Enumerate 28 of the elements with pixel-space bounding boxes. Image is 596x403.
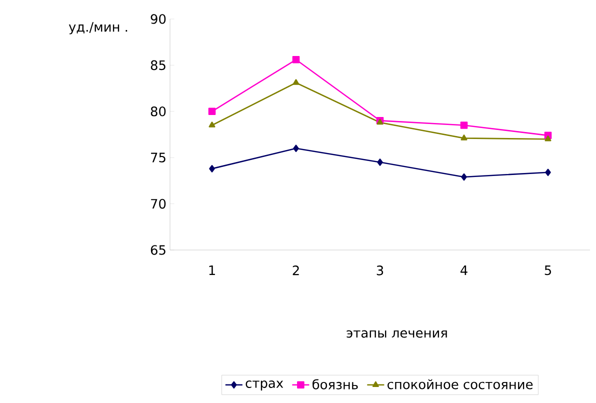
point (293, 144, 299, 152)
y-axis-title: уд./мин . (68, 22, 128, 34)
point (544, 135, 552, 142)
point (208, 108, 216, 116)
x-tick-label: 2 (292, 266, 299, 276)
x-tick-label: 5 (544, 266, 551, 276)
y-tick-label: 70 (151, 198, 166, 209)
x-tick-label: 4 (460, 266, 468, 275)
legend-label: боязнь (312, 379, 358, 390)
point (377, 158, 383, 166)
point (292, 56, 300, 64)
point (460, 122, 468, 129)
point (460, 134, 468, 140)
y-tick-label: 65 (150, 245, 166, 255)
point (292, 79, 300, 85)
y-tick-label: 90 (150, 14, 166, 24)
x-tick-label: 3 (376, 266, 384, 276)
y-tick-label: 85 (150, 60, 166, 70)
point (461, 173, 467, 181)
y-tick-label: 80 (150, 106, 166, 116)
point (545, 168, 551, 176)
x-axis-title: этапы лечения (346, 330, 447, 338)
x-tick-label: 1 (209, 266, 215, 275)
y-tick-label: 75 (151, 152, 166, 162)
point (208, 122, 216, 128)
legend-label: страх (246, 380, 284, 390)
point (209, 165, 215, 172)
legend-label: спокойное состояние (388, 379, 533, 390)
